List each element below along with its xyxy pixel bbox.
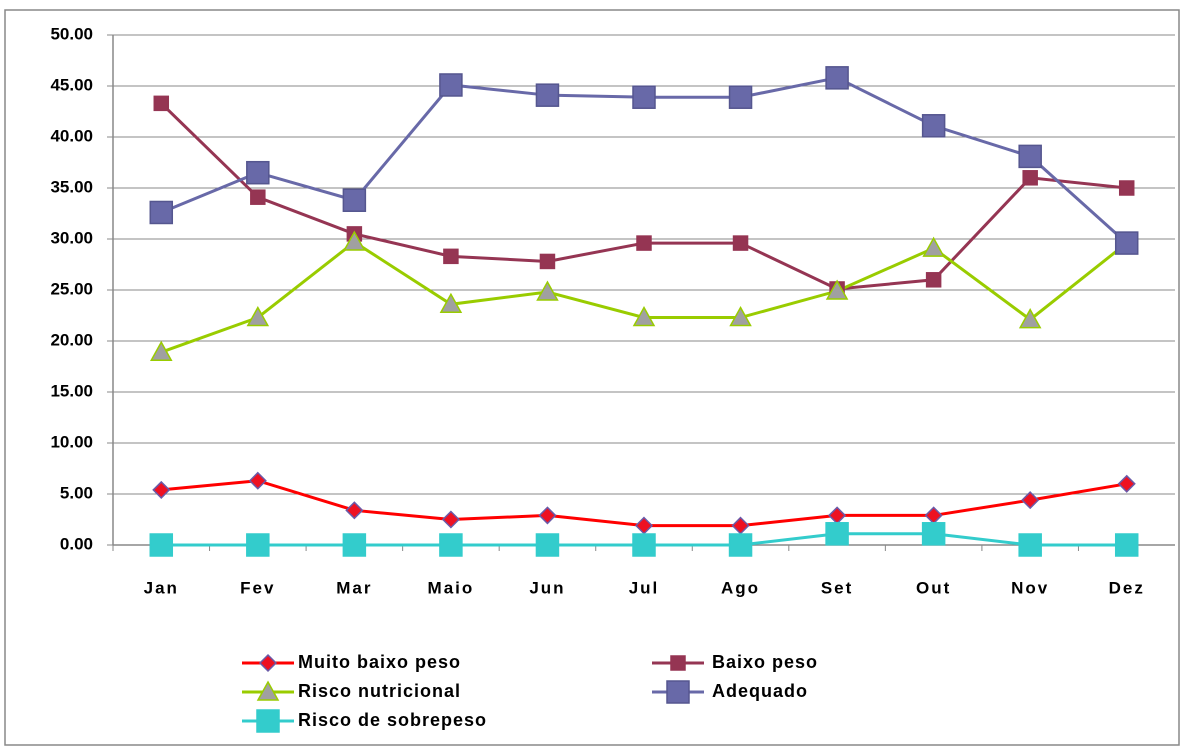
- x-tick-label: Jul: [629, 578, 660, 597]
- point-marker: [246, 160, 270, 185]
- point-marker: [921, 114, 946, 138]
- legend-label: Baixo peso: [712, 652, 818, 672]
- y-tick-label: 40.00: [50, 126, 93, 145]
- point-marker: [439, 292, 463, 314]
- point-marker: [342, 533, 367, 557]
- point-marker: [825, 522, 849, 546]
- point-marker: [153, 95, 170, 112]
- chart-border: [4, 9, 1180, 746]
- point-marker: [636, 235, 652, 251]
- point-marker: [1114, 533, 1139, 557]
- x-tick-label: Dez: [1109, 578, 1145, 597]
- x-tick-label: Set: [821, 578, 853, 597]
- point-marker: [535, 533, 560, 557]
- legend-marker: [258, 653, 278, 673]
- point-marker: [441, 510, 460, 529]
- point-marker: [728, 85, 753, 109]
- legend-marker: [666, 680, 690, 704]
- y-tick-label: 30.00: [50, 228, 93, 247]
- point-marker: [250, 189, 266, 205]
- point-marker: [439, 533, 463, 557]
- legend-marker: [256, 709, 280, 733]
- legend-label: Risco nutricional: [298, 681, 461, 701]
- point-marker: [443, 248, 459, 265]
- point-marker: [246, 305, 270, 327]
- point-marker: [1022, 170, 1038, 186]
- point-marker: [535, 83, 560, 107]
- y-tick-label: 5.00: [60, 483, 93, 502]
- x-tick-label: Mar: [336, 578, 372, 597]
- point-marker: [539, 253, 556, 270]
- legend-label: Risco de sobrepeso: [298, 710, 487, 730]
- x-tick-label: Fev: [240, 578, 275, 597]
- point-marker: [538, 506, 557, 525]
- point-marker: [149, 533, 174, 557]
- y-tick-label: 25.00: [50, 279, 93, 298]
- y-tick-label: 35.00: [50, 177, 93, 196]
- legend-label: Muito baixo peso: [298, 652, 461, 672]
- x-tick-label: Jun: [529, 578, 565, 597]
- point-marker: [825, 279, 849, 300]
- point-marker: [343, 230, 366, 251]
- point-marker: [246, 533, 270, 557]
- point-marker: [729, 305, 752, 327]
- x-tick-label: Out: [916, 578, 951, 597]
- point-marker: [632, 85, 656, 109]
- point-marker: [825, 66, 849, 90]
- point-marker: [921, 522, 946, 546]
- point-marker: [728, 533, 753, 557]
- legend-marker: [256, 680, 280, 701]
- x-tick-label: Maio: [428, 578, 475, 597]
- point-marker: [925, 272, 942, 288]
- point-marker: [732, 235, 749, 251]
- point-marker: [1118, 180, 1135, 196]
- y-tick-label: 50.00: [50, 24, 93, 43]
- point-marker: [1021, 491, 1040, 510]
- y-tick-label: 45.00: [50, 75, 93, 94]
- y-tick-label: 15.00: [50, 381, 93, 400]
- legend-marker: [670, 655, 686, 671]
- point-marker: [439, 73, 463, 97]
- legend-label: Adequado: [712, 681, 808, 701]
- x-tick-label: Ago: [721, 578, 760, 597]
- y-tick-label: 0.00: [60, 534, 93, 553]
- point-marker: [149, 340, 173, 361]
- point-marker: [1114, 231, 1139, 255]
- x-tick-label: Jan: [144, 578, 179, 597]
- point-marker: [536, 280, 559, 301]
- point-marker: [1018, 533, 1042, 557]
- point-marker: [922, 236, 945, 257]
- point-marker: [1018, 144, 1042, 169]
- point-marker: [1018, 308, 1042, 329]
- x-tick-label: Nov: [1011, 578, 1049, 597]
- y-tick-label: 10.00: [50, 432, 93, 451]
- y-tick-label: 20.00: [50, 330, 93, 349]
- point-marker: [632, 533, 656, 557]
- point-marker: [1117, 474, 1136, 493]
- point-marker: [152, 480, 171, 499]
- point-marker: [632, 305, 656, 327]
- point-marker: [248, 471, 267, 490]
- point-marker: [345, 501, 364, 520]
- point-marker: [149, 200, 174, 225]
- point-marker: [342, 188, 367, 212]
